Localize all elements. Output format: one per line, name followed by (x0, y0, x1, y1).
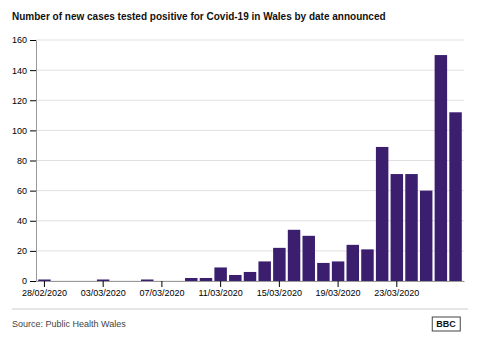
x-tick-mark (44, 281, 45, 287)
bar (244, 272, 256, 281)
y-tick: 100 (12, 126, 36, 136)
bar (420, 191, 432, 281)
grid-line (36, 100, 464, 101)
y-axis-line (36, 41, 37, 282)
x-tick: 07/03/2020 (139, 281, 184, 298)
bar (156, 281, 168, 282)
grid-line (36, 70, 464, 71)
bar (302, 236, 314, 281)
y-tick: 160 (12, 35, 36, 45)
x-tick-label: 28/02/2020 (22, 288, 67, 298)
bar (126, 281, 138, 282)
bar (185, 278, 197, 281)
x-axis: 28/02/2020 03/03/2020 07/03/2020 11/03/2020… (22, 281, 465, 298)
x-tick: 15/03/2020 (257, 281, 302, 298)
x-tick-mark (396, 281, 397, 287)
y-tick: 140 (12, 66, 36, 76)
y-tick-label: 20 (17, 246, 27, 256)
x-tick-label: 07/03/2020 (139, 288, 184, 298)
bar (82, 281, 94, 282)
y-tick: 120 (12, 96, 36, 106)
bar (200, 278, 212, 281)
x-tick: 11/03/2020 (198, 281, 242, 298)
chart: Number of new cases tested positive for … (0, 0, 480, 343)
x-tick-mark (279, 281, 280, 287)
bar (273, 248, 285, 281)
plot: 0 20 40 60 80 100 120 140 160 28/02/2020 03/03/202… (12, 35, 465, 298)
x-axis-line (37, 281, 465, 282)
bar (361, 249, 373, 281)
grid-line (36, 40, 464, 41)
y-tick-label: 120 (12, 96, 27, 106)
y-tick-mark (30, 40, 36, 41)
bar (347, 245, 359, 281)
bar (38, 279, 50, 281)
y-tick-mark (30, 130, 36, 131)
bar (258, 261, 270, 281)
x-tick-label: 23/03/2020 (374, 288, 419, 298)
x-tick-mark (338, 281, 339, 287)
x-tick-mark (161, 281, 162, 287)
bar (141, 279, 153, 281)
separator (12, 309, 468, 310)
x-tick: 28/02/2020 (22, 281, 67, 298)
logo: BBC (432, 317, 460, 331)
x-tick: 19/03/2020 (316, 281, 361, 298)
y-tick: 20 (17, 246, 36, 256)
y-tick: 0 (22, 276, 36, 286)
y-tick-mark (30, 161, 36, 162)
y-tick-label: 60 (17, 186, 27, 196)
bar (405, 174, 417, 281)
x-tick-mark (220, 281, 221, 287)
bar (214, 267, 226, 281)
y-tick-label: 140 (12, 66, 27, 76)
bar (112, 281, 124, 282)
bar (435, 55, 447, 281)
grid (36, 40, 464, 281)
bar (332, 261, 344, 281)
y-tick-mark (30, 191, 36, 192)
source: Source: Public Health Wales (12, 319, 126, 329)
y-tick-mark (30, 221, 36, 222)
bar (449, 112, 461, 281)
logo-box (432, 317, 460, 331)
bar (288, 230, 300, 281)
y-tick-mark (30, 100, 36, 101)
x-tick-mark (103, 281, 104, 287)
y-tick-mark (30, 70, 36, 71)
y-tick: 60 (17, 186, 36, 196)
bar (170, 281, 182, 282)
y-tick-label: 80 (17, 156, 27, 166)
x-tick-label: 15/03/2020 (257, 288, 302, 298)
x-tick-label: 11/03/2020 (198, 288, 242, 298)
y-tick: 80 (17, 156, 36, 166)
y-tick: 40 (17, 216, 36, 226)
x-tick: 03/03/2020 (81, 281, 126, 298)
y-tick-mark (30, 251, 36, 252)
logo-text: BBC (436, 319, 456, 329)
x-tick-label: 19/03/2020 (316, 288, 361, 298)
bar (317, 263, 329, 281)
grid-line (36, 130, 464, 131)
grid-line (36, 160, 464, 161)
bar (53, 281, 65, 282)
bars (38, 55, 462, 281)
y-tick-label: 100 (12, 126, 27, 136)
y-tick-mark (30, 281, 36, 282)
bar (229, 275, 241, 281)
bar (376, 147, 388, 281)
y-tick-label: 40 (17, 216, 27, 226)
x-tick: 23/03/2020 (374, 281, 419, 298)
title: Number of new cases tested positive for … (12, 11, 386, 22)
bar (391, 174, 403, 281)
y-axis: 0 20 40 60 80 100 120 140 160 (12, 35, 37, 286)
y-tick-label: 160 (12, 35, 27, 45)
bar (68, 281, 80, 282)
y-tick-label: 0 (22, 276, 27, 286)
bar (97, 279, 109, 281)
x-tick-label: 03/03/2020 (81, 288, 126, 298)
